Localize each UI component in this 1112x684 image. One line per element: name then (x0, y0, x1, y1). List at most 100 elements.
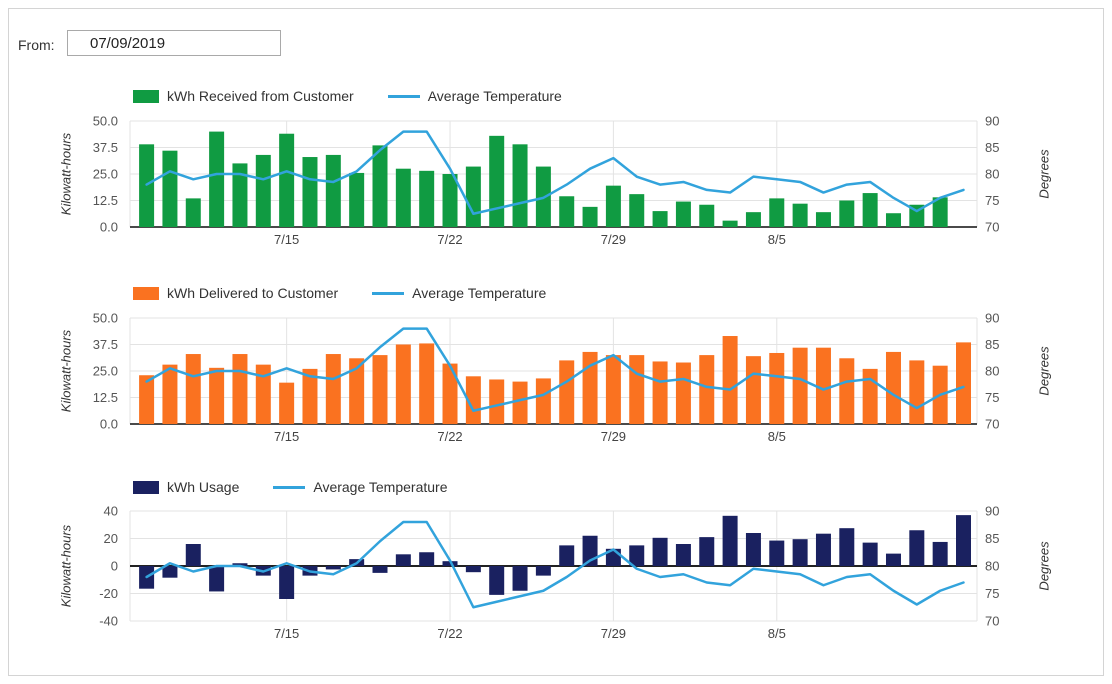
bar (582, 351, 598, 424)
bar (745, 356, 761, 424)
bar (465, 376, 481, 424)
bar (956, 342, 971, 424)
bar (629, 355, 645, 424)
bar (769, 352, 785, 424)
bar (185, 198, 201, 227)
x-axis-date-label: 8/5 (768, 232, 786, 247)
left-tick-label: 50.0 (93, 311, 118, 326)
temperature-line-swatch (273, 485, 306, 489)
bar (932, 541, 948, 566)
bar (629, 545, 645, 566)
bar (839, 528, 855, 566)
left-tick-label: 0 (111, 559, 118, 574)
right-tick-label: 70 (985, 417, 999, 432)
temperature-line (145, 130, 965, 215)
x-axis-date-label: 7/22 (437, 429, 462, 444)
bar (185, 544, 201, 566)
bar (162, 566, 178, 578)
bar (465, 166, 481, 227)
left-tick-label: -20 (99, 586, 118, 601)
bar (232, 354, 248, 424)
bar (815, 347, 831, 424)
bar-series-label: kWh Usage (167, 479, 240, 495)
right-tick-label: 75 (985, 193, 999, 208)
x-axis-date-label: 8/5 (768, 626, 786, 641)
right-axis-title: Degrees (1036, 541, 1052, 591)
bar (395, 168, 411, 227)
bar (489, 135, 505, 227)
bar (699, 537, 715, 566)
bar (675, 544, 691, 566)
chart-delivered-legend: kWh Delivered to Customer Average Temper… (133, 285, 546, 301)
x-axis-date-label: 7/15 (274, 429, 299, 444)
left-tick-label: 0.0 (100, 220, 118, 235)
bar (279, 566, 295, 599)
temperature-line (145, 327, 965, 412)
bar (722, 220, 738, 227)
bar (815, 212, 831, 227)
temperature-series-label: Average Temperature (412, 285, 547, 301)
bar (139, 375, 155, 424)
bar (535, 378, 551, 424)
bar (745, 212, 761, 227)
left-tick-label: 40 (104, 504, 118, 519)
right-tick-label: 85 (985, 337, 999, 352)
bar (769, 198, 785, 227)
bar (419, 343, 435, 424)
bar (559, 545, 575, 566)
bar (722, 336, 738, 424)
bar (255, 154, 271, 227)
from-date-input[interactable] (67, 30, 281, 56)
bar (349, 358, 365, 424)
bar (489, 566, 505, 595)
left-tick-label: 20 (104, 531, 118, 546)
x-axis-date-label: 7/29 (601, 626, 626, 641)
bar (279, 382, 295, 424)
bar (699, 204, 715, 227)
left-tick-label: 25.0 (93, 167, 118, 182)
bar (442, 363, 458, 424)
chart-usage-legend: kWh Usage Average Temperature (133, 479, 447, 495)
temperature-line-swatch (372, 291, 405, 295)
bar (209, 566, 225, 592)
left-tick-label: 50.0 (93, 114, 118, 129)
bar (255, 364, 271, 424)
bar (372, 355, 388, 424)
bar (162, 150, 178, 227)
left-tick-label: 25.0 (93, 364, 118, 379)
bar (815, 533, 831, 566)
bar (792, 203, 808, 227)
bar (932, 197, 948, 227)
bar (559, 196, 575, 227)
bar-series-swatch (133, 286, 159, 300)
bar (302, 368, 318, 424)
bar (325, 566, 341, 570)
bar (605, 185, 621, 227)
right-tick-label: 90 (985, 311, 999, 326)
right-tick-label: 80 (985, 364, 999, 379)
chart-delivered-plot: 50.0 37.5 25.0 12.5 0.0 90 85 80 75 70 7/15 7/22 7/2… (93, 311, 1000, 445)
bar (419, 552, 435, 566)
temperature-line-swatch (387, 94, 420, 98)
bar (302, 157, 318, 227)
bar (675, 362, 691, 424)
temperature-line (145, 520, 965, 609)
right-tick-label: 85 (985, 140, 999, 155)
bar (652, 537, 668, 566)
bar (512, 381, 528, 424)
bar (162, 364, 178, 424)
x-axis-date-label: 7/29 (601, 429, 626, 444)
bar (652, 361, 668, 424)
bar (489, 379, 505, 424)
bar (279, 133, 295, 227)
bar (792, 347, 808, 424)
bar (862, 542, 878, 566)
bar (629, 194, 645, 227)
bar (745, 533, 761, 566)
bar (325, 354, 341, 424)
right-tick-label: 70 (985, 220, 999, 235)
left-tick-label: 12.5 (93, 390, 118, 405)
bar (885, 213, 901, 227)
x-axis-date-label: 7/15 (274, 232, 299, 247)
